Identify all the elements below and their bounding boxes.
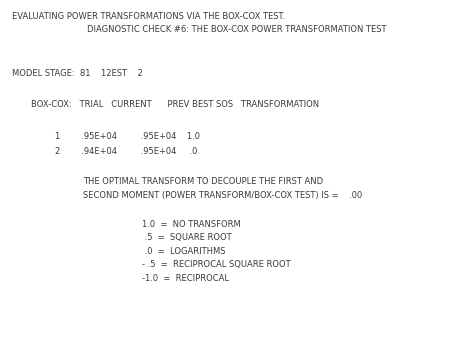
Text: -1.0  =  RECIPROCAL: -1.0 = RECIPROCAL — [142, 274, 229, 283]
Text: 2        .94E+04         .95E+04     .0: 2 .94E+04 .95E+04 .0 — [55, 147, 197, 156]
Text: SECOND MOMENT (POWER TRANSFORM/BOX-COX TEST) IS =    .00: SECOND MOMENT (POWER TRANSFORM/BOX-COX T… — [83, 191, 362, 200]
Text: EVALUATING POWER TRANSFORMATIONS VIA THE BOX-COX TEST.: EVALUATING POWER TRANSFORMATIONS VIA THE… — [12, 12, 285, 21]
Text: MODEL STAGE:  81    12EST    2: MODEL STAGE: 81 12EST 2 — [12, 69, 143, 78]
Text: 1.0  =  NO TRANSFORM: 1.0 = NO TRANSFORM — [142, 220, 241, 229]
Text: 1        .95E+04         .95E+04    1.0: 1 .95E+04 .95E+04 1.0 — [55, 132, 200, 141]
Text: BOX-COX:   TRIAL   CURRENT      PREV BEST SOS   TRANSFORMATION: BOX-COX: TRIAL CURRENT PREV BEST SOS TRA… — [31, 100, 319, 109]
Text: DIAGNOSTIC CHECK #6: THE BOX-COX POWER TRANSFORMATION TEST: DIAGNOSTIC CHECK #6: THE BOX-COX POWER T… — [87, 25, 387, 34]
Text: - .5  =  RECIPROCAL SQUARE ROOT: - .5 = RECIPROCAL SQUARE ROOT — [142, 260, 291, 269]
Text: .5  =  SQUARE ROOT: .5 = SQUARE ROOT — [142, 233, 232, 242]
Text: THE OPTIMAL TRANSFORM TO DECOUPLE THE FIRST AND: THE OPTIMAL TRANSFORM TO DECOUPLE THE FI… — [83, 177, 323, 187]
Text: .0  =  LOGARITHMS: .0 = LOGARITHMS — [142, 247, 226, 256]
